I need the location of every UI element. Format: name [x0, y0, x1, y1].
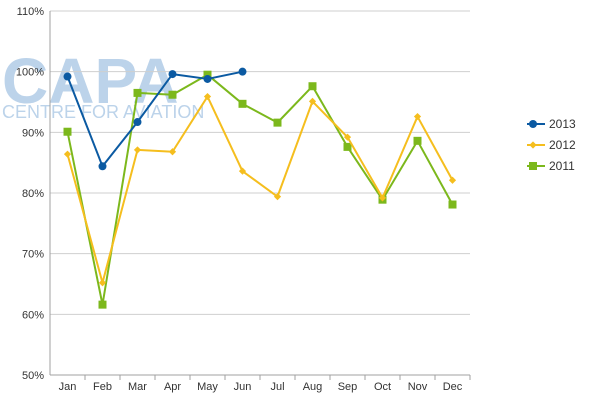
data-point-2012 [343, 133, 352, 141]
series-line-2013 [66, 70, 243, 168]
data-point-2012 [168, 148, 177, 156]
data-point-2012 [413, 112, 422, 121]
x-tick-label: Jan [59, 381, 77, 393]
series-line-2012 [66, 95, 454, 284]
y-tick-label: 70% [22, 249, 44, 261]
data-point-2013 [168, 70, 177, 79]
legend-label: 2011 [549, 159, 575, 173]
data-point-2013 [238, 67, 247, 76]
data-point-2012 [273, 193, 282, 201]
data-point-2011 [203, 70, 212, 79]
data-point-2012 [378, 194, 387, 202]
series-2012 [63, 92, 457, 287]
legend-label: 2013 [549, 117, 576, 131]
data-point-2011 [448, 200, 457, 209]
y-axis-tick-labels: 50% 60% 70% 80% 90% 100% 110% [16, 6, 44, 382]
x-tick-label: Sep [338, 381, 358, 393]
x-tick-label: Dec [443, 381, 463, 393]
data-point-2013 [203, 74, 212, 83]
x-tick-label: Jun [234, 381, 252, 393]
data-point-2012 [308, 97, 317, 105]
data-point-2012 [63, 150, 72, 158]
series-2013 [63, 67, 247, 171]
data-point-2012 [133, 146, 142, 154]
data-point-2011 [273, 118, 282, 127]
y-tick-label: 90% [22, 127, 44, 139]
series-group [63, 67, 457, 309]
x-tick-label: Aug [303, 381, 323, 393]
x-tick-label: Jul [270, 381, 284, 393]
data-point-2011 [168, 90, 177, 99]
x-tick-label: Mar [128, 381, 147, 393]
data-point-2011 [308, 82, 317, 91]
legend-marker [529, 141, 537, 149]
legend-label: 2012 [549, 138, 576, 152]
data-point-2012 [238, 167, 247, 175]
y-tick-label: 100% [16, 67, 44, 79]
x-tick-label: Feb [93, 381, 112, 393]
data-point-2011 [238, 99, 247, 108]
y-tick-label: 50% [22, 370, 44, 382]
data-point-2013 [98, 162, 107, 171]
data-point-2012 [203, 92, 212, 101]
y-tick-label: 110% [17, 6, 45, 18]
data-point-2013 [133, 118, 142, 127]
legend-item-2011[interactable]: 2011 [527, 159, 575, 173]
y-tick-label: 60% [22, 309, 44, 321]
data-point-2011 [343, 142, 352, 151]
capa-watermark: CAPA CENTRE FOR AVIATION [2, 45, 204, 122]
data-point-2011 [133, 88, 142, 97]
data-point-2011 [413, 136, 422, 145]
legend: 2013 2012 2011 [527, 117, 576, 173]
data-point-2012 [448, 176, 457, 184]
x-tick-label: Nov [408, 381, 428, 393]
data-point-2013 [63, 72, 72, 81]
legend-marker [529, 162, 537, 170]
y-tick-label: 80% [22, 188, 44, 200]
x-tick-label: May [197, 381, 218, 393]
axes [49, 11, 471, 380]
x-axis-tick-labels: Jan Feb Mar Apr May Jun Jul Aug Sep Oct Nov Dec [59, 381, 463, 393]
x-tick-label: Oct [374, 381, 391, 393]
data-point-2012 [98, 279, 107, 287]
data-point-2011 [63, 127, 72, 136]
watermark-tagline: CENTRE FOR AVIATION [2, 102, 204, 122]
legend-item-2012[interactable]: 2012 [527, 138, 576, 152]
x-tick-label: Apr [164, 381, 181, 393]
legend-item-2013[interactable]: 2013 [527, 117, 576, 131]
data-point-2011 [98, 300, 107, 309]
legend-marker [529, 120, 537, 128]
